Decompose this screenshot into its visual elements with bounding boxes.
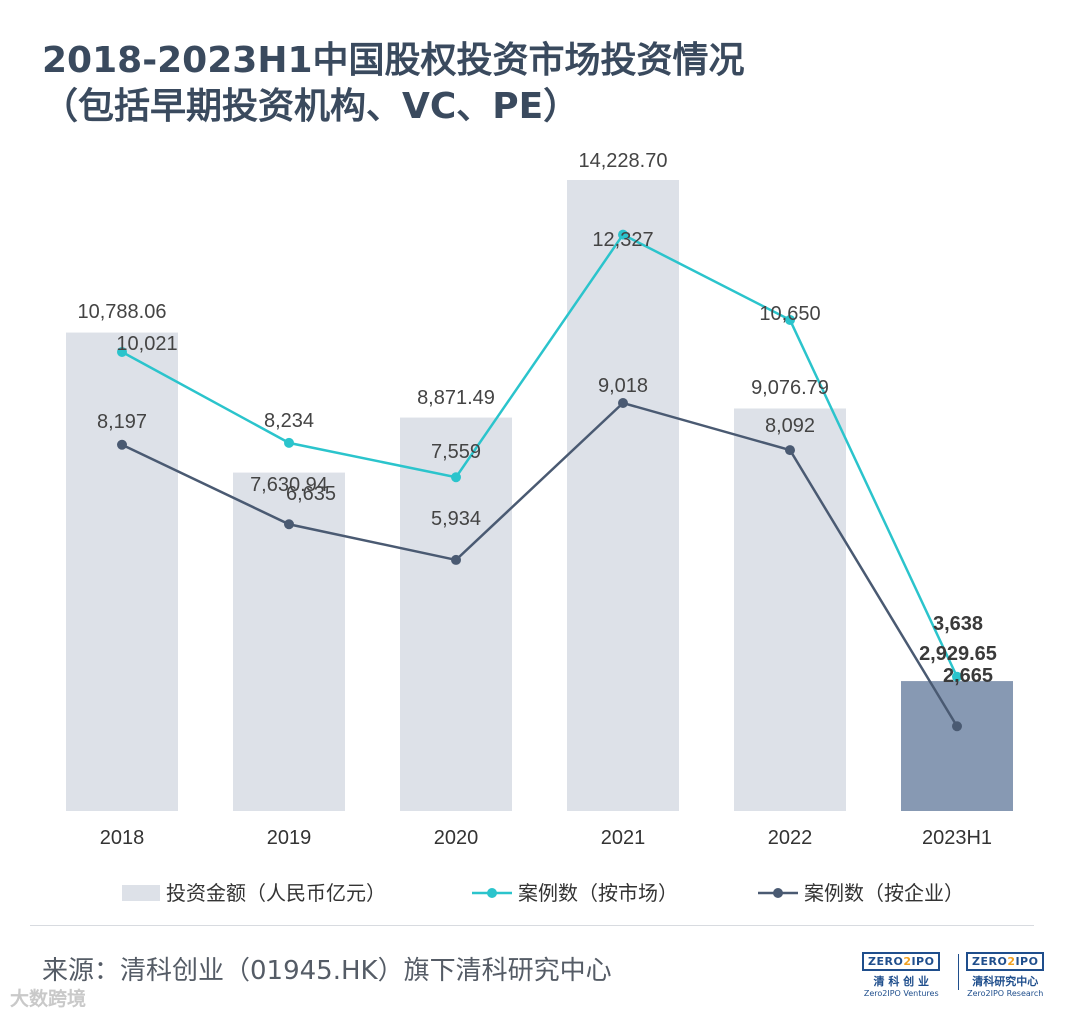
company-cases-value-label: 2,665	[943, 665, 993, 687]
x-tick-label: 2023H1	[922, 827, 992, 849]
market-cases-value-label: 10,650	[759, 303, 820, 325]
market-cases-value-label: 8,234	[264, 410, 314, 432]
logo-en: Zero2IPO Ventures	[863, 989, 939, 998]
x-tick-label: 2018	[100, 827, 145, 849]
legend-market-label: 案例数（按市场）	[518, 882, 678, 905]
company-cases-line	[121, 401, 959, 727]
bar-2018	[66, 332, 178, 811]
x-tick-label: 2019	[267, 827, 312, 849]
logo-mark: ZERO2IPO	[862, 952, 941, 971]
bar-value-label: 9,076.79	[751, 377, 829, 399]
divider	[30, 925, 1034, 926]
bar-2020	[400, 417, 512, 811]
company-cases-value-label: 5,934	[431, 508, 481, 530]
market-cases-value-label: 3,638	[933, 613, 983, 635]
x-tick-label: 2020	[434, 827, 479, 849]
legend-bar-swatch	[122, 885, 160, 901]
source-note: 来源：清科创业（01945.HK）旗下清科研究中心	[42, 956, 612, 986]
chart-title-line2: （包括早期投资机构、VC、PE）	[42, 86, 580, 127]
chart-title-line1: 2018-2023H1中国股权投资市场投资情况	[42, 40, 745, 81]
watermark-text: 大数跨境	[10, 988, 87, 1010]
bar-value-label: 14,228.70	[579, 150, 668, 172]
market-cases-point-2019	[284, 437, 294, 448]
chart-canvas: 2018 2019 2020 2021 2022 2023H1 10,788.06 7,630…	[66, 150, 1013, 905]
company-cases-point-2020	[451, 554, 461, 565]
company-cases-value-label: 8,092	[765, 415, 815, 437]
bar-value-label: 2,929.65	[919, 643, 997, 665]
legend-bar-label: 投资金额（人民币亿元）	[166, 882, 386, 905]
logo-mark: ZERO2IPO	[966, 952, 1045, 971]
x-tick-label: 2021	[601, 827, 646, 849]
x-tick-label: 2022	[768, 827, 813, 849]
market-cases-point-2021	[618, 229, 628, 240]
legend-market-swatch-dot	[487, 888, 497, 898]
bar-value-label: 10,788.06	[78, 301, 167, 323]
legend-company-swatch-dot	[773, 888, 783, 898]
market-cases-point-2023H1	[952, 671, 962, 682]
zero2ipo-ventures-logo: ZERO2IPO 清 科 创 业 Zero2IPO Ventures	[862, 950, 941, 998]
bar-2023H1	[901, 681, 1013, 811]
logo-cn: 清 科 创 业	[873, 975, 929, 988]
company-cases-point-2022	[785, 445, 795, 456]
bar-2021	[567, 180, 679, 811]
logo-cn: 清科研究中心	[972, 975, 1039, 988]
bar-value-label: 7,630.94	[250, 474, 328, 496]
zero2ipo-research-logo: ZERO2IPO 清科研究中心 Zero2IPO Research	[966, 950, 1045, 998]
market-cases-value-label: 7,559	[431, 441, 481, 463]
bar-2022	[734, 408, 846, 811]
market-cases-point-2022	[785, 314, 795, 325]
company-cases-point-2021	[618, 397, 628, 408]
logo-separator	[958, 954, 959, 990]
company-cases-point-2023H1	[952, 721, 962, 732]
bar-value-label: 8,871.49	[417, 387, 495, 409]
legend-company-label: 案例数（按企业）	[804, 882, 964, 905]
company-cases-value-label: 6,635	[286, 483, 336, 505]
market-cases-line	[121, 232, 959, 678]
logo-en: Zero2IPO Research	[967, 989, 1044, 998]
company-cases-point-2018	[117, 439, 127, 450]
company-cases-value-label: 8,197	[97, 411, 147, 433]
market-cases-point-2018	[117, 346, 127, 357]
market-cases-point-2020	[451, 472, 461, 483]
chart-title: 2018-2023H1中国股权投资市场投资情况 （包括早期投资机构、VC、PE）	[42, 38, 745, 130]
market-cases-value-label: 10,021	[116, 333, 177, 355]
market-cases-value-label: 12,327	[592, 229, 653, 251]
company-cases-value-label: 9,018	[598, 375, 648, 397]
company-cases-point-2019	[284, 519, 294, 530]
